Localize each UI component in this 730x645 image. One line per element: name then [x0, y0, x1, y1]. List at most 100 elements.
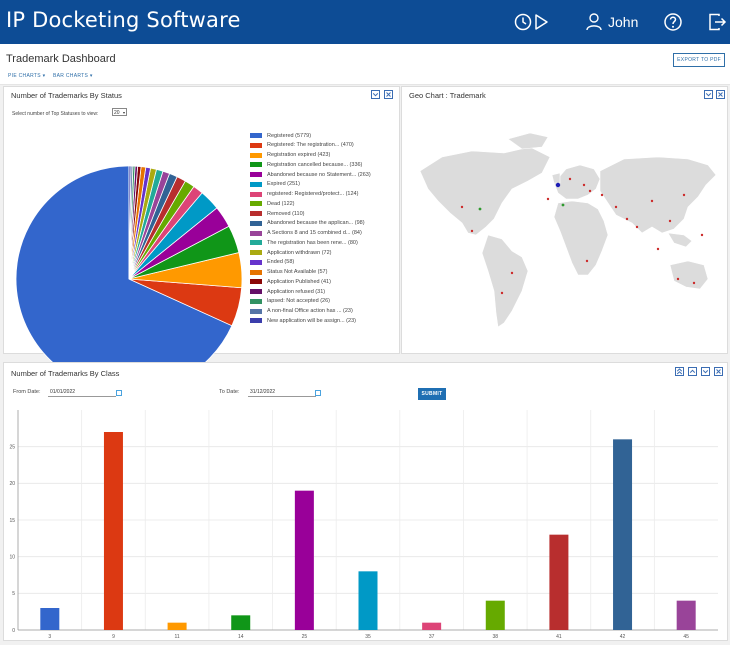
bar-class-41[interactable] — [549, 534, 569, 630]
geo-remove-button[interactable] — [716, 90, 725, 99]
legend-item[interactable]: registered: Registered/protect... (124) — [250, 190, 358, 199]
bar-class-14[interactable] — [231, 615, 251, 630]
x-tick-label: 3 — [48, 634, 51, 639]
geo-panel: Geo Chart : Trademark — [401, 86, 728, 354]
help-icon[interactable] — [663, 12, 683, 32]
logout-icon[interactable] — [707, 12, 727, 32]
legend-label: registered: Registered/protect... (124) — [267, 191, 359, 197]
legend-item[interactable]: Application refused (31) — [250, 287, 325, 296]
legend-label: Application withdrawn (72) — [267, 249, 332, 256]
bar-class-11[interactable] — [167, 622, 187, 630]
legend-label: Ended (58) — [267, 259, 295, 266]
legend-item[interactable]: lapsed: Not accepted (26) — [250, 297, 330, 306]
collapse-button[interactable] — [371, 90, 380, 99]
legend-item[interactable]: Registered: The registration... (470) — [250, 141, 354, 150]
class-remove-button[interactable] — [714, 367, 723, 376]
move-down-button[interactable] — [701, 367, 710, 376]
legend-swatch — [250, 191, 262, 197]
chevron-down-icon — [705, 93, 712, 97]
legend-swatch — [250, 230, 262, 236]
x-tick-label: 14 — [238, 634, 244, 639]
bar-charts-menu[interactable]: BAR CHARTS ▾ — [53, 73, 93, 79]
legend-label: Abandoned because the applican... (98) — [267, 220, 365, 227]
x-tick-label: 41 — [556, 634, 562, 639]
legend-swatch — [250, 289, 262, 294]
to-date-input[interactable]: 31/12/2022 — [248, 388, 316, 397]
legend-item[interactable]: Ended (58) — [250, 258, 294, 267]
bar-class-9[interactable] — [103, 432, 123, 630]
bar-class-25[interactable] — [294, 490, 314, 630]
close-icon — [386, 92, 391, 97]
export-pdf-button[interactable]: EXPORT TO PDF — [673, 53, 725, 67]
status-panel-title: Number of Trademarks By Status — [11, 91, 122, 100]
bar-class-45[interactable] — [676, 600, 696, 630]
play-icon[interactable] — [531, 12, 551, 32]
legend-label: Status Not Available (57) — [267, 269, 328, 275]
legend-label: New application will be assign... (23) — [267, 317, 356, 324]
legend-item[interactable]: A non-final Office action has ... (23) — [250, 307, 353, 316]
user-menu[interactable]: John — [586, 12, 638, 32]
expand-button[interactable] — [675, 367, 684, 376]
x-tick-label: 37 — [429, 634, 435, 639]
bar-class-3[interactable] — [40, 608, 60, 630]
legend-item[interactable]: Application Published (41) — [250, 277, 331, 286]
legend-item[interactable]: Registration cancelled because... (336) — [250, 160, 362, 169]
legend-swatch — [250, 240, 262, 246]
top-statuses-label: Select number of Top Statuses to view: — [12, 111, 99, 117]
y-tick-label: 10 — [9, 554, 15, 560]
legend-item[interactable]: Registration expired (423) — [250, 151, 330, 160]
calendar-icon[interactable] — [116, 390, 122, 396]
bar-class-35[interactable] — [358, 571, 378, 630]
close-icon — [716, 369, 721, 374]
legend-item[interactable]: Dead (122) — [250, 199, 295, 208]
legend-swatch — [250, 152, 262, 158]
legend-label: Registration cancelled because... (336) — [267, 161, 363, 168]
legend-item[interactable]: A Sections 8 and 15 combined d... (84) — [250, 229, 362, 238]
x-tick-label: 38 — [492, 634, 498, 639]
legend-label: lapsed: Not accepted (26) — [267, 298, 330, 305]
legend-item[interactable]: Status Not Available (57) — [250, 268, 327, 277]
legend-swatch — [250, 211, 262, 216]
app-title: IP Docketing Software — [6, 8, 241, 32]
calendar-icon[interactable] — [315, 390, 321, 396]
geo-panel-title: Geo Chart : Trademark — [409, 91, 486, 100]
submit-button[interactable]: SUBMIT — [418, 388, 446, 400]
to-date-label: To Date: — [219, 389, 240, 395]
pie-charts-menu[interactable]: PIE CHARTS ▾ — [8, 73, 46, 79]
legend-swatch — [250, 181, 262, 187]
x-tick-label: 25 — [302, 634, 308, 639]
y-tick-label: 25 — [9, 444, 15, 450]
legend-item[interactable]: Abandoned because no Statement... (263) — [250, 170, 371, 179]
bar-class-38[interactable] — [485, 600, 505, 630]
legend-swatch — [250, 162, 262, 168]
move-up-button[interactable] — [688, 367, 697, 376]
y-tick-label: 15 — [9, 518, 15, 524]
double-chevron-icon — [676, 368, 683, 375]
geo-collapse-button[interactable] — [704, 90, 713, 99]
legend-label: Application refused (31) — [267, 288, 326, 295]
legend-swatch — [250, 318, 262, 324]
remove-button[interactable] — [384, 90, 393, 99]
legend-item[interactable]: New application will be assign... (23) — [250, 316, 356, 325]
x-tick-label: 45 — [683, 634, 689, 639]
close-icon — [718, 92, 723, 97]
bar-class-42[interactable] — [613, 439, 633, 630]
from-date-input[interactable]: 01/01/2022 — [48, 388, 116, 397]
legend-label: Abandoned because no Statement... (263) — [267, 171, 371, 178]
top-statuses-select[interactable]: 20 ▾ — [112, 108, 127, 116]
legend-label: Dead (122) — [267, 200, 295, 207]
legend-item[interactable]: Abandoned because the applican... (98) — [250, 219, 365, 228]
pie-slice-19[interactable] — [128, 165, 132, 280]
history-icon[interactable] — [513, 12, 533, 32]
bar-class-37[interactable] — [422, 622, 442, 630]
legend-swatch — [250, 279, 262, 285]
legend-item[interactable]: Expired (251) — [250, 180, 300, 189]
legend-item[interactable]: Application withdrawn (72) — [250, 248, 332, 257]
legend-swatch — [250, 201, 262, 207]
legend-item[interactable]: Registered (5779) — [250, 131, 311, 140]
legend-item[interactable]: The registration has been rene... (80) — [250, 238, 358, 247]
legend-item[interactable]: Removed (110) — [250, 209, 305, 218]
legend-swatch — [250, 172, 262, 177]
y-tick-label: 5 — [12, 591, 15, 597]
legend-label: Expired (251) — [267, 181, 301, 188]
